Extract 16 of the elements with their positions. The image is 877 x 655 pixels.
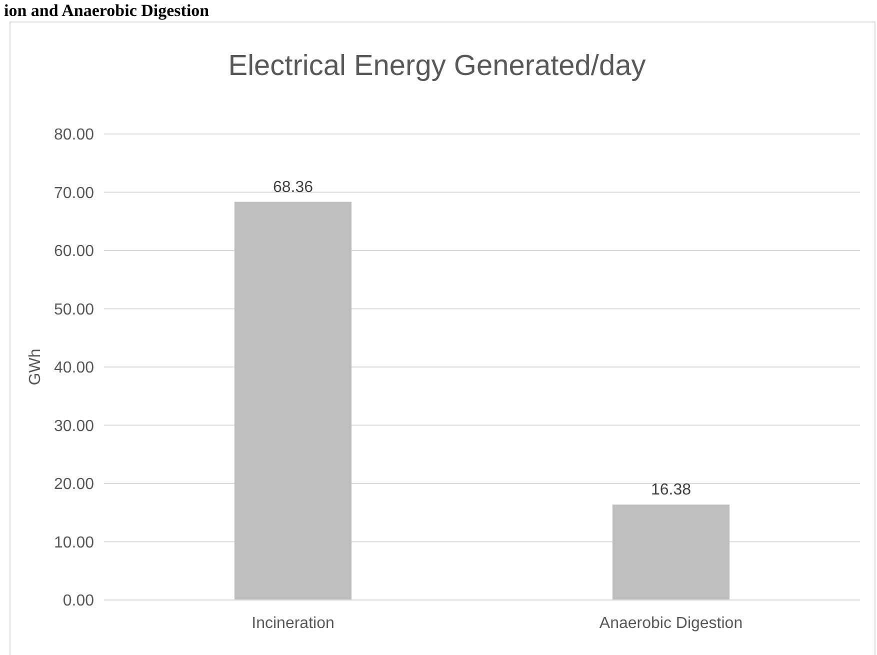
y-tick-label: 20.00 <box>54 476 94 494</box>
y-tick-label: 60.00 <box>54 243 94 260</box>
x-tick-label: Incineration <box>252 615 334 632</box>
y-tick-label: 40.00 <box>54 360 94 377</box>
data-label: 16.38 <box>650 482 692 499</box>
y-tick-label: 30.00 <box>54 418 94 435</box>
data-label: 68.36 <box>272 178 314 196</box>
y-axis-title: GWh <box>27 348 44 386</box>
y-tick-label: 0.00 <box>62 592 94 610</box>
text: ion and Anaerobic Digestion <box>4 1 210 20</box>
y-tick-label: 10.00 <box>54 534 94 552</box>
y-tick-label: 70.00 <box>54 184 94 202</box>
y-tick-label: 80.00 <box>54 126 94 144</box>
y-tick-label: 50.00 <box>54 301 94 318</box>
chart-title: Electrical Energy Generated/day <box>228 50 646 82</box>
x-tick-label: Anaerobic Digestion <box>599 615 743 632</box>
